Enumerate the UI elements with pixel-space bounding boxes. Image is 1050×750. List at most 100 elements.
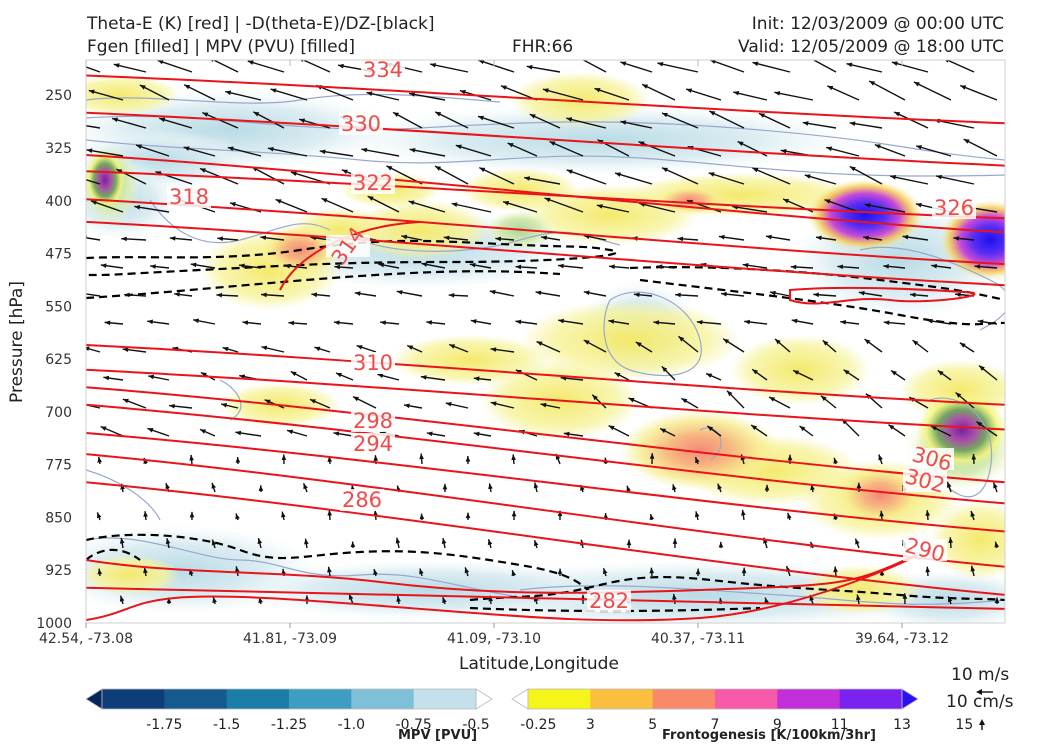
wind-arrowhead [925,510,930,516]
wind-arrowhead [90,200,97,205]
dthetae-dz-contour [86,270,561,300]
mpv-legend-label: MPV [PVU] [398,728,478,743]
fgen-colorbar-swatch [652,689,716,709]
wind-arrowhead [558,263,564,269]
mpv-contour [86,139,1005,177]
wind-arrowhead [488,483,493,490]
wind-arrowhead [764,484,770,491]
wind-arrowhead [633,292,640,298]
wind-arrowhead [119,595,125,602]
wind-arrowhead [977,319,984,325]
wind-arrowhead [661,167,668,173]
wind-arrowhead [367,196,374,201]
wind-arrow [183,84,216,101]
contour-label: 310 [353,351,393,375]
wind-arrowhead [238,263,245,269]
wind-arrowhead [147,319,153,325]
wind-arrowhead [227,146,234,152]
wind-arrowhead [419,453,424,460]
wind-arrow [849,165,883,185]
contour-label-bg [326,235,370,257]
wind-arrowhead [333,320,340,325]
wind-arrowhead [856,482,862,489]
wind-arrow [708,172,745,185]
wind-arrowhead [970,511,975,517]
wind-arrowhead [96,512,102,519]
wind-arrowhead [902,234,909,240]
wind-arrowhead [802,121,809,126]
wind-arrowhead [764,597,769,604]
title-line-2: Fgen [filled] | MPV (PVU) [filled] [87,37,356,57]
wind-arrowhead [974,264,981,269]
wind-arrowhead [124,292,130,298]
wind-arrowhead [459,89,466,95]
wind-arrowhead [419,513,425,520]
wind-arrowhead [660,428,667,434]
wind-arrowhead [143,567,148,574]
wind-arrowhead [464,567,470,574]
wind-arrowhead [913,82,920,87]
wind-arrowhead [338,63,344,69]
wind-arrowhead [221,403,228,408]
wind-arrow [774,91,814,101]
wind-arrowhead [891,61,898,66]
theta-e-contour [86,198,1005,266]
wind-arrowhead [820,395,827,402]
wind-arrowhead [311,292,318,298]
wind-arrow [88,89,124,101]
wind-arrowhead [681,398,688,404]
wind-arrowhead [902,593,908,599]
wind-arrowhead [287,429,294,435]
wind-arrowhead [822,340,829,346]
wind-arrowhead [874,144,881,149]
mpv-colorbar-extend-left [85,688,103,710]
wind-arrowhead [970,565,976,572]
wind-arrowhead [435,166,442,171]
wind-arrowhead [473,431,480,437]
wind-arrowhead [319,149,326,155]
theta-e-contour [86,74,1005,125]
fgen-colorbar-frame [527,688,903,710]
wind-arrowhead [290,371,297,377]
wind-arrow [451,202,492,213]
mpv-contour [603,291,702,377]
wind-arrow [614,172,653,185]
fgen-colorbar-tick-label: 11 [831,717,849,733]
wind-arrow [824,199,860,213]
wind-arrowhead [275,199,282,204]
wind-arrowhead [855,538,860,545]
wind-arrow [524,176,561,185]
mpv-contour [219,379,242,421]
y-tick-label: 550 [45,299,72,315]
wind-arrowhead [709,111,716,116]
wind-arrow [86,237,101,241]
fill-blob [930,500,1005,580]
wind-arrowhead [393,112,400,118]
wind-arrowhead [661,366,668,373]
wind-arrow [526,65,561,73]
mpv-colorbar-tick-label: -0.75 [396,717,432,733]
wind-arrowhead [150,264,156,269]
wind-arrow [86,66,101,73]
wind-arrowhead [529,114,536,119]
wind-arrowhead [879,569,885,576]
wind-arrowhead [352,396,359,402]
theta-e-contour [86,170,1005,220]
mpv-colorbar-swatch [102,689,165,709]
wind-arrowhead [994,541,1000,548]
wind-arrowhead [88,89,95,95]
fgen-colorbar-swatch [777,689,841,709]
mpv-colorbar-swatch [289,689,352,709]
wind-arrowhead [708,172,715,177]
contour-label-bg [351,410,395,432]
wind-arrowhead [742,262,749,268]
wind-arrowhead [894,112,901,117]
wind-arrowhead [445,401,452,407]
wind-arrowhead [533,540,539,547]
wind-arrow [868,80,906,101]
wind-arrowhead [309,399,316,404]
wind-arrow [661,167,699,185]
wind-arrowhead [200,372,207,378]
mpv-colorbar-tick-label: -1.25 [271,717,307,733]
wind-arrow [733,91,768,101]
